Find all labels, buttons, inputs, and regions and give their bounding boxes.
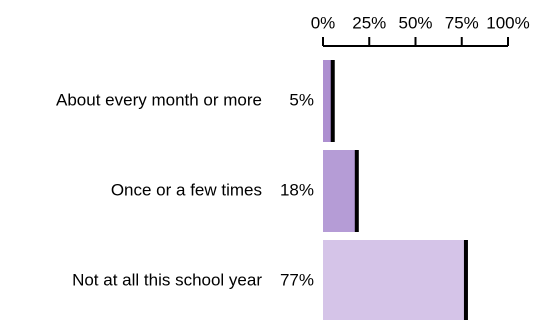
bar-end-marker bbox=[330, 60, 335, 142]
labels: About every month or more 5% Once or a few… bbox=[56, 90, 314, 289]
x-tick-label: 25% bbox=[352, 13, 386, 32]
bar bbox=[323, 240, 466, 320]
bar bbox=[323, 150, 357, 232]
value-label: 5% bbox=[289, 90, 314, 109]
x-tick-label: 100% bbox=[486, 13, 529, 32]
value-label: 77% bbox=[280, 270, 314, 289]
bar-end-marker bbox=[463, 240, 468, 320]
x-axis: 0% 25% 50% 75% 100% bbox=[311, 13, 530, 47]
bar-end-marker bbox=[354, 150, 359, 232]
bar bbox=[323, 60, 333, 142]
category-label: Not at all this school year bbox=[72, 270, 262, 289]
bars bbox=[323, 60, 468, 320]
category-label: About every month or more bbox=[56, 90, 262, 109]
x-tick-label: 50% bbox=[398, 13, 432, 32]
x-tick-label: 75% bbox=[445, 13, 479, 32]
category-label: Once or a few times bbox=[111, 180, 262, 199]
value-label: 18% bbox=[280, 180, 314, 199]
x-tick-label: 0% bbox=[311, 13, 336, 32]
